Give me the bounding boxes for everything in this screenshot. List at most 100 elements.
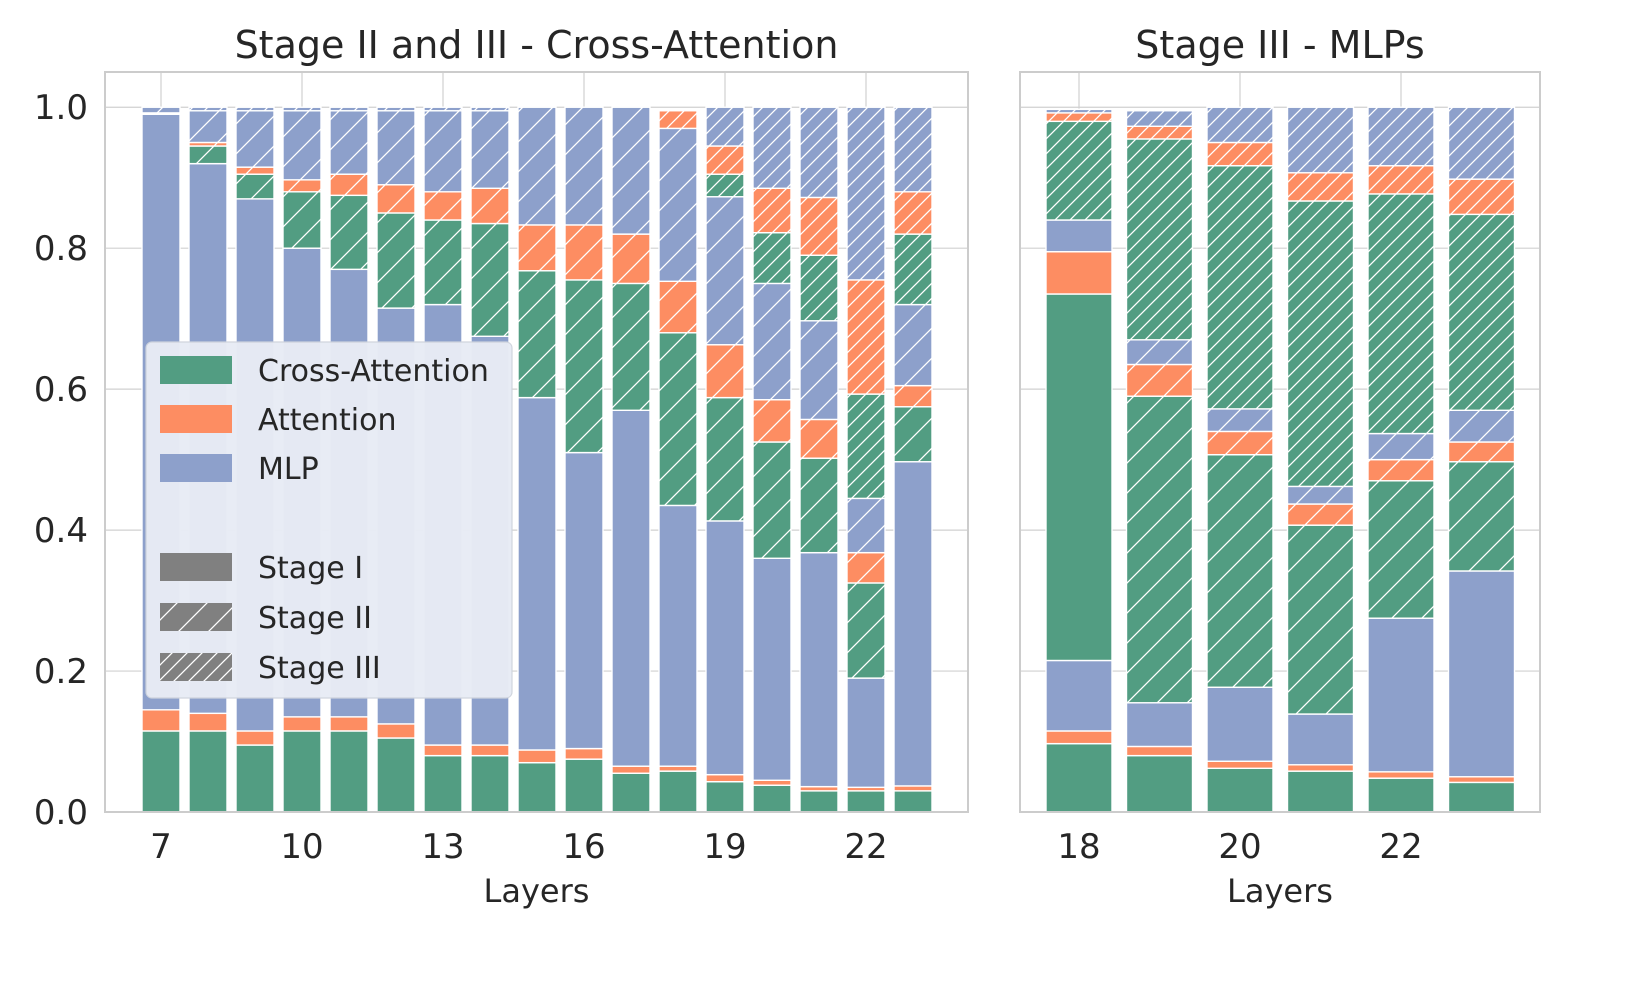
bar-segment-hatch	[894, 406, 932, 462]
legend-swatch-hatch	[160, 603, 232, 631]
bar-segment-hatch	[1287, 200, 1354, 487]
bar-segment	[611, 409, 651, 767]
bar-segment-hatch	[894, 385, 932, 407]
bar-layer-18	[1045, 108, 1113, 813]
legend-label: Cross-Attention	[258, 354, 489, 389]
bar-segment	[423, 744, 463, 757]
bar-segment-hatch	[1287, 504, 1354, 526]
bar-segment-hatch	[1207, 408, 1273, 432]
bar-segment	[705, 780, 745, 813]
bar-segment	[1045, 219, 1113, 253]
legend-items: Cross-Attention Attention MLP Stage I Stage …	[160, 354, 489, 686]
bar-segment-hatch	[1287, 172, 1354, 201]
bar-segment-hatch	[377, 107, 415, 111]
bar-segment	[658, 770, 698, 813]
bar-segment	[705, 520, 745, 776]
bar-segment	[141, 709, 181, 732]
legend: Cross-Attention Attention MLP Stage I Stage …	[145, 341, 513, 699]
bar-layer-23	[1447, 106, 1516, 813]
bar-segment	[1045, 742, 1113, 813]
bar-segment	[188, 730, 228, 813]
bar-segment-hatch	[330, 110, 368, 175]
bar-segment-hatch	[1207, 107, 1273, 143]
bar-segment	[517, 761, 557, 813]
x-tick-label: 22	[844, 827, 887, 867]
bar-segment-hatch	[1126, 110, 1193, 127]
bar-segment-hatch	[565, 107, 603, 225]
bar-segment	[376, 737, 416, 813]
bar-segment-hatch	[189, 146, 227, 164]
bar-segment-hatch	[142, 107, 180, 113]
bar-layer-22	[1367, 106, 1435, 813]
bar-segment-hatch	[189, 110, 227, 143]
bar-segment-hatch	[753, 283, 791, 400]
legend-swatch	[160, 356, 232, 384]
bar-segment	[893, 790, 933, 813]
bar-segment-hatch	[659, 281, 697, 333]
bar-segment	[564, 451, 604, 750]
y-tick-label: 0.2	[34, 652, 88, 692]
bar-segment-hatch	[283, 179, 321, 192]
bar-segment-hatch	[753, 442, 791, 559]
bar-segment	[658, 765, 698, 772]
bar-segment	[1206, 686, 1274, 762]
bar-segment-hatch	[377, 212, 415, 309]
bar-segment	[235, 744, 275, 813]
bar-segment-hatch	[800, 320, 838, 420]
bars	[1045, 106, 1516, 813]
bar-segment-hatch	[753, 232, 791, 284]
bar-segment-hatch	[471, 188, 509, 224]
bar-layer-22	[846, 106, 886, 813]
bar-layer-21	[1286, 106, 1355, 813]
bar-segment-hatch	[1126, 126, 1193, 139]
bar-segment-hatch	[236, 107, 274, 111]
y-tick-label: 0.8	[34, 229, 88, 269]
bar-layer-23	[893, 106, 933, 813]
bar-segment-hatch	[1287, 486, 1354, 505]
x-tick-label: 7	[150, 827, 172, 867]
bar-segment	[893, 461, 933, 787]
bar-segment-hatch	[1046, 112, 1112, 122]
bar-segment	[799, 551, 839, 788]
bar-segment-hatch	[706, 397, 744, 521]
bar-segment	[188, 712, 228, 732]
bar-segment	[1125, 754, 1194, 813]
bar-segment	[470, 744, 510, 757]
bar-segment-hatch	[1207, 431, 1273, 455]
bar-segment-hatch	[518, 270, 556, 398]
legend-label: Stage III	[258, 651, 381, 686]
bar-segment	[752, 779, 792, 786]
bar-segment-hatch	[1368, 107, 1434, 166]
bar-layer-17	[611, 106, 651, 813]
bar-segment-hatch	[377, 184, 415, 213]
bar-segment-hatch	[894, 234, 932, 305]
bar-layer-11	[329, 106, 369, 813]
legend-label: MLP	[258, 452, 319, 487]
bar-segment	[846, 790, 886, 813]
bar-segment-hatch	[1207, 165, 1273, 409]
bar-segment	[1286, 770, 1355, 813]
bar-segment-hatch	[1368, 480, 1434, 619]
bar-segment	[423, 754, 463, 813]
bar-segment	[1447, 776, 1516, 784]
bar-segment-hatch	[1368, 433, 1434, 460]
chart-title: Stage II and III - Cross-Attention	[235, 23, 839, 67]
bar-segment-hatch	[471, 107, 509, 111]
bar-segment-hatch	[565, 279, 603, 453]
bar-segment	[517, 396, 557, 751]
bar-segment-hatch	[706, 344, 744, 398]
legend-box	[145, 341, 513, 699]
y-tick-label: 0.4	[34, 511, 88, 551]
bar-layer-20	[752, 106, 792, 813]
bar-layer-19	[1125, 110, 1194, 813]
bar-segment	[1447, 781, 1516, 813]
bar-segment-hatch	[1368, 459, 1434, 481]
bar-segment	[705, 773, 745, 783]
x-tick-labels: 18 20 22	[1057, 827, 1422, 867]
bar-segment-hatch	[847, 498, 885, 553]
bar-segment-hatch	[1448, 442, 1515, 462]
legend-label: Attention	[258, 403, 396, 438]
bar-segment-hatch	[424, 107, 462, 111]
bar-segment-hatch	[1046, 121, 1112, 220]
